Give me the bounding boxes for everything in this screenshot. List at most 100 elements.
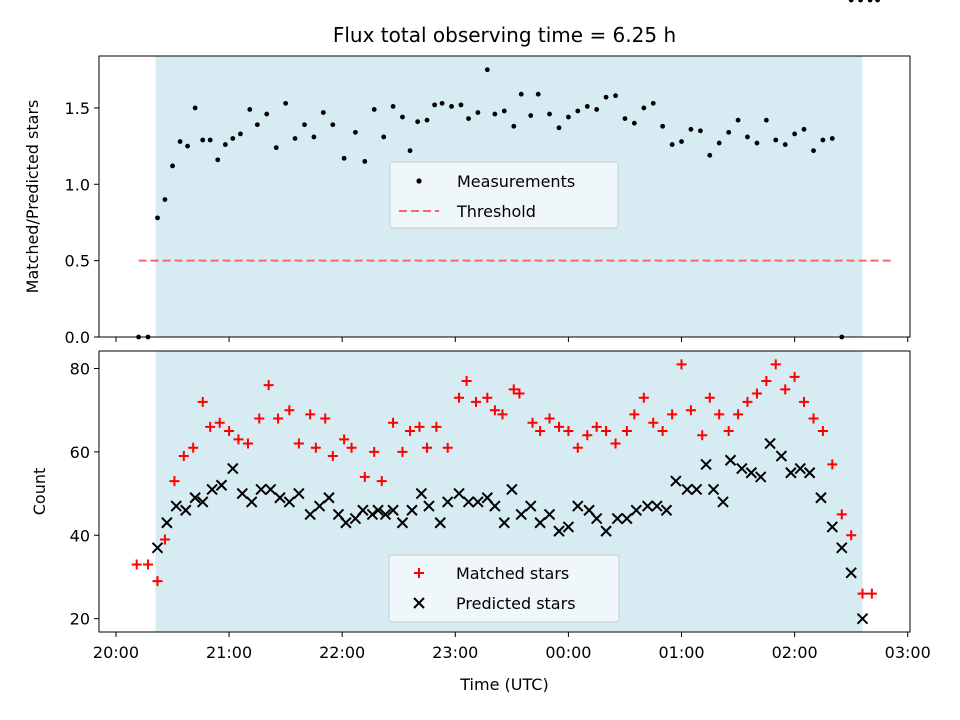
- matched-star-point: [482, 392, 493, 403]
- matched-star-point: [601, 426, 612, 437]
- matched-star-point: [442, 442, 453, 453]
- matched-star-point: [454, 392, 465, 403]
- matched-star-point: [866, 588, 877, 599]
- measurement-point: [867, 0, 873, 3]
- predicted-star-point: [641, 500, 654, 512]
- matched-star-point: [359, 471, 370, 482]
- predicted-star-point: [736, 462, 748, 475]
- matched-star-point: [461, 376, 472, 387]
- predicted-star-point: [775, 450, 788, 462]
- measurement-point: [230, 136, 236, 141]
- predicted-star-point: [293, 487, 305, 500]
- measurement-point: [782, 142, 788, 147]
- predicted-star-point: [754, 471, 767, 483]
- predicted-star-point: [264, 483, 277, 496]
- legend: Measurements Threshold: [389, 161, 619, 229]
- predicted-star-point: [572, 500, 584, 512]
- y-tick-label: 80: [70, 360, 90, 379]
- predicted-star-point: [534, 517, 546, 529]
- measurement-point: [603, 94, 609, 100]
- measurement-point: [575, 108, 581, 114]
- measurement-point: [518, 91, 524, 97]
- predicted-star-point: [442, 496, 454, 508]
- predicted-star-point: [197, 496, 209, 508]
- matched-star-point: [723, 426, 734, 437]
- matched-star-point: [489, 405, 500, 416]
- legend-label-threshold: Threshold: [456, 202, 536, 221]
- measurement-point: [820, 137, 826, 143]
- measurement-point: [501, 108, 507, 114]
- predicted-star-point: [340, 517, 352, 529]
- matched-star-point: [527, 417, 538, 428]
- matched-star-point: [422, 442, 433, 453]
- matched-star-point: [591, 421, 602, 432]
- legend: Matched stars Predicted stars: [388, 554, 620, 623]
- measurement-point: [170, 163, 175, 169]
- y-tick-label: 0.5: [65, 252, 90, 271]
- matched-star-point: [648, 417, 659, 428]
- matched-star-point: [142, 559, 153, 570]
- matched-star-point: [339, 434, 350, 445]
- measurement-point: [162, 197, 168, 202]
- matched-star-point: [470, 396, 481, 407]
- matched-star-point: [697, 430, 708, 441]
- matched-star-point: [751, 388, 762, 399]
- predicted-star-point: [304, 508, 316, 521]
- matched-star-point: [544, 413, 555, 424]
- matched-star-point: [310, 442, 321, 453]
- predicted-star-point: [462, 496, 475, 508]
- predicted-star-point: [227, 462, 239, 475]
- matched-star-point: [152, 576, 163, 587]
- measurement-point: [511, 123, 517, 129]
- predicted-star-point: [415, 487, 428, 500]
- measurement-point: [622, 116, 628, 122]
- measurement-point: [302, 122, 307, 128]
- measurement-point: [353, 129, 358, 135]
- predicted-star-point: [707, 483, 720, 496]
- x-tick-label: 22:00: [319, 643, 365, 662]
- predicted-star-point: [724, 454, 737, 466]
- legend-box: [389, 161, 619, 229]
- legend-box: [388, 554, 620, 623]
- measurement-point: [192, 105, 198, 111]
- predicted-star-point: [543, 508, 556, 521]
- predicted-star-point: [379, 508, 392, 521]
- matched-star-point: [327, 451, 338, 462]
- y-tick-label: 0.0: [65, 328, 90, 347]
- measurement-point: [330, 122, 336, 128]
- predicted-star-point: [245, 496, 258, 508]
- matched-star-point: [836, 509, 847, 520]
- matched-star-point: [733, 409, 744, 420]
- measurement-point: [432, 102, 437, 108]
- predicted-star-point: [621, 512, 633, 525]
- matched-star-point: [610, 438, 621, 449]
- measurement-point: [688, 126, 694, 132]
- predicted-star-point: [357, 504, 369, 516]
- measurement-point: [400, 114, 405, 120]
- measurement-point: [801, 126, 807, 132]
- matched-star-point: [638, 392, 649, 403]
- measurement-point: [200, 137, 206, 143]
- y-tick-label: 20: [70, 610, 90, 629]
- matched-star-point: [397, 446, 408, 457]
- predicted-star-point: [472, 496, 484, 508]
- matched-star-point: [273, 413, 284, 424]
- chart-title: Flux total observing time = 6.25 h: [333, 23, 676, 47]
- predicted-star-point: [387, 504, 399, 516]
- matched-star-point: [808, 413, 819, 424]
- predicted-star-point: [151, 542, 164, 554]
- y-tick-label: 60: [70, 443, 90, 462]
- predicted-star-point: [630, 504, 642, 516]
- predicted-star-point: [515, 508, 527, 521]
- measurement-point: [566, 114, 571, 120]
- matched-star-point: [188, 442, 199, 453]
- matched-star-point: [714, 409, 725, 420]
- predicted-star-point: [323, 492, 335, 504]
- legend-label-predicted: Predicted stars: [456, 594, 576, 613]
- matched-star-point: [224, 426, 235, 437]
- measurement-point: [848, 0, 854, 3]
- predicted-star-point: [489, 500, 501, 512]
- matched-star-point: [197, 396, 208, 407]
- predicted-star-point: [600, 525, 612, 537]
- matched-star-point: [293, 438, 304, 449]
